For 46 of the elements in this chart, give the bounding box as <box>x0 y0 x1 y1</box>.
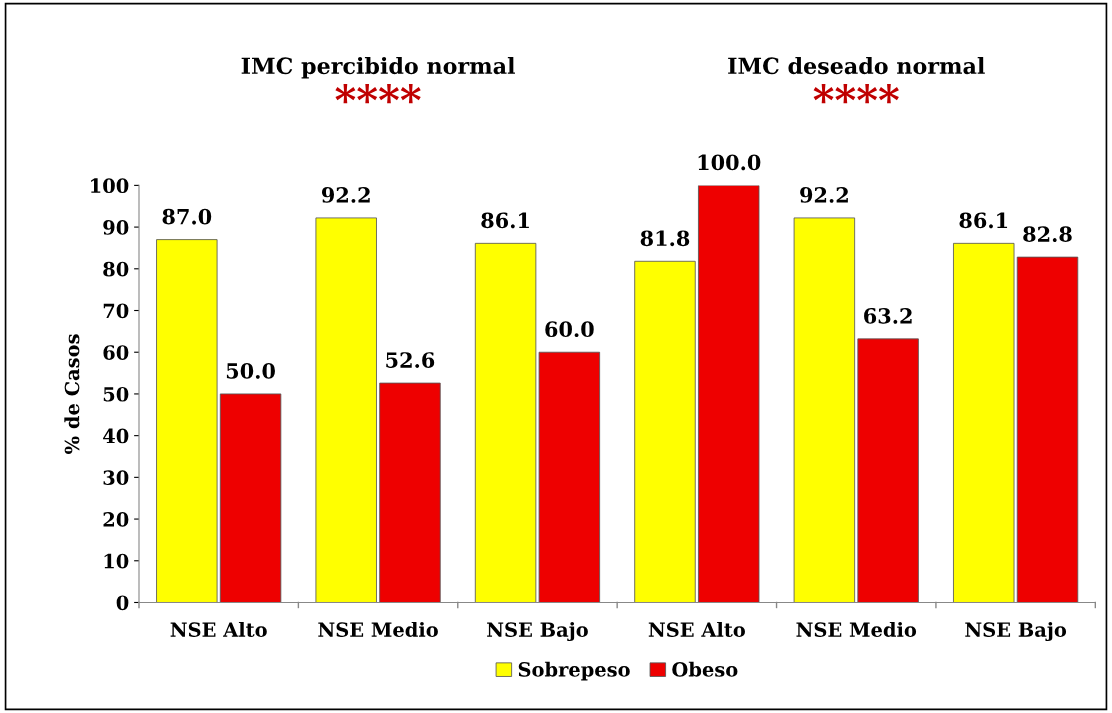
y-tick-label: 20 <box>103 512 129 527</box>
text: **** <box>813 83 899 104</box>
y-tick-label: 70 <box>103 303 129 319</box>
text: IMC percibido normal <box>241 56 515 79</box>
bar <box>857 338 919 603</box>
y-tick-label: 30 <box>103 470 129 486</box>
x-tick-label: NSE Alto <box>648 621 745 637</box>
y-tick-label: 60 <box>103 345 129 360</box>
bar <box>793 217 856 603</box>
x-tick-label: NSE Bajo <box>965 621 1067 642</box>
y-tick-label: 90 <box>103 220 129 235</box>
x-tick-label: NSE Alto <box>170 621 267 637</box>
data-label: 82.8 <box>1023 226 1072 242</box>
legend-label: Sobrepeso <box>518 661 630 681</box>
bar <box>315 217 377 603</box>
data-label: 92.2 <box>321 187 370 203</box>
bar <box>698 185 760 603</box>
y-tick-label: 0 <box>116 595 129 611</box>
data-label: 50.0 <box>226 363 275 379</box>
y-tick-label: 40 <box>103 428 129 444</box>
text: IMC deseado normal <box>728 56 985 75</box>
bar <box>953 242 1015 603</box>
bar <box>379 382 441 603</box>
data-label: 81.8 <box>640 230 690 247</box>
x-tick-label: NSE Medio <box>318 621 438 637</box>
bar <box>219 393 282 603</box>
data-label: 86.1 <box>959 212 1008 229</box>
x-tick-label: NSE Bajo <box>487 621 588 642</box>
y-tick-label: 50 <box>103 386 129 402</box>
bar <box>634 260 696 603</box>
data-label: 60.0 <box>545 321 594 338</box>
x-tick-label: NSE Medio <box>796 621 917 637</box>
legend-label: Obeso <box>672 661 738 677</box>
y-tick-label: 80 <box>103 261 129 277</box>
data-label: 86.1 <box>481 212 529 229</box>
data-label: 87.0 <box>162 208 212 225</box>
bar <box>1016 256 1079 603</box>
data-label: 92.2 <box>800 187 848 203</box>
y-tick-label: 10 <box>104 553 129 569</box>
data-label: 100.0 <box>698 154 761 171</box>
data-label: 52.6 <box>386 352 435 368</box>
y-tick-label: 100 <box>91 178 129 194</box>
data-label: 63.2 <box>864 307 912 324</box>
text: **** <box>335 83 421 104</box>
y-axis-title: % de Casos <box>64 334 80 454</box>
bar <box>156 239 218 603</box>
